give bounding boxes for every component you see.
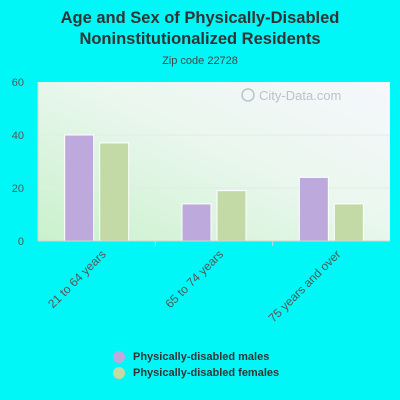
watermark: City-Data.com (241, 88, 341, 103)
watermark-text: City-Data.com (259, 88, 341, 103)
bar-males-0 (64, 134, 95, 242)
bar-males-2 (298, 176, 329, 242)
chart-title-line-1: Age and Sex of Physically-Disabled (60, 9, 340, 27)
legend-label-females: Physically-disabled females (133, 367, 280, 379)
chart-subtitle: Zip code 22728 (162, 55, 238, 67)
bar-females-0 (99, 142, 130, 242)
x-tick-label: 21 to 64 years (45, 247, 109, 311)
legend-item-males: Physically-disabled males (113, 349, 279, 365)
chart-title-line-2: Noninstitutionalized Residents (79, 30, 321, 48)
legend: Physically-disabled males Physically-dis… (113, 349, 279, 381)
y-tick-label: 0 (18, 236, 24, 248)
plot-area (38, 82, 390, 241)
bar-females-2 (333, 203, 364, 242)
legend-swatch-females (113, 367, 125, 379)
legend-label-males: Physically-disabled males (133, 351, 270, 363)
x-tick-label: 65 to 74 years (162, 247, 226, 311)
chart-title: Age and Sex of Physically-Disabled Nonin… (0, 8, 400, 50)
y-tick-label: 20 (12, 183, 24, 195)
legend-swatch-males (113, 351, 125, 363)
y-tick-label: 40 (12, 130, 24, 142)
x-tick-label: 75 years and over (266, 247, 344, 325)
bar-females-1 (216, 190, 247, 242)
watermark-icon (241, 88, 255, 102)
legend-item-females: Physically-disabled females (113, 365, 279, 381)
bar-males-1 (181, 203, 212, 242)
y-tick-label: 60 (12, 77, 24, 89)
